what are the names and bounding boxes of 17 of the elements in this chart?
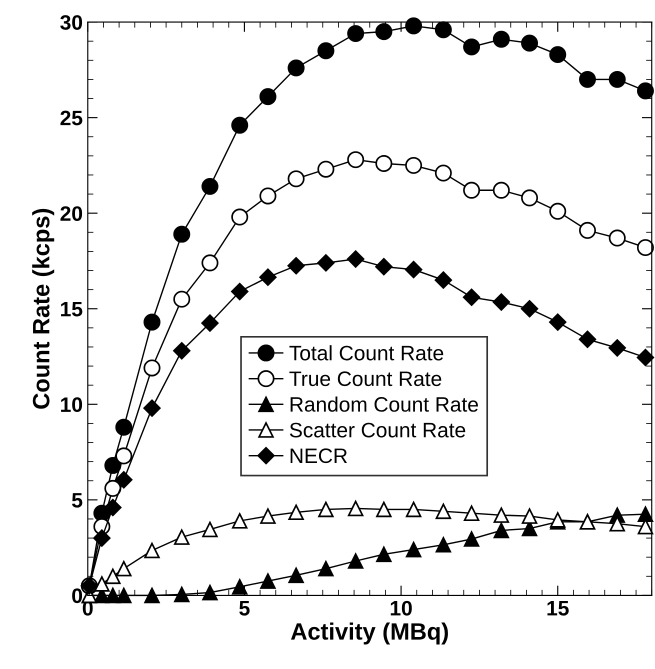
y-tick-label: 5 [72,493,82,508]
legend-label: True Count Rate [289,371,442,386]
x-tick-label: 5 [239,601,250,616]
y-tick-label: 15 [61,302,82,316]
legend-label: NECR [290,448,348,464]
legend-label: Scatter Count Rate [290,422,466,438]
y-tick-label: 0 [72,588,82,604]
y-tick-label: 20 [60,206,82,221]
legend-label: Random Count Rate [290,396,478,412]
y-axis-title: Count Rate (kcps) [32,208,54,409]
x-tick-label: 10 [390,600,412,616]
legend-label: Total Count Rate [289,345,444,360]
y-tick-label: 25 [60,110,82,126]
y-tick-label: 10 [61,397,82,412]
x-axis-title: Activity (MBq) [290,622,448,644]
y-tick-label: 30 [60,15,82,30]
x-tick-label: 15 [547,601,569,616]
